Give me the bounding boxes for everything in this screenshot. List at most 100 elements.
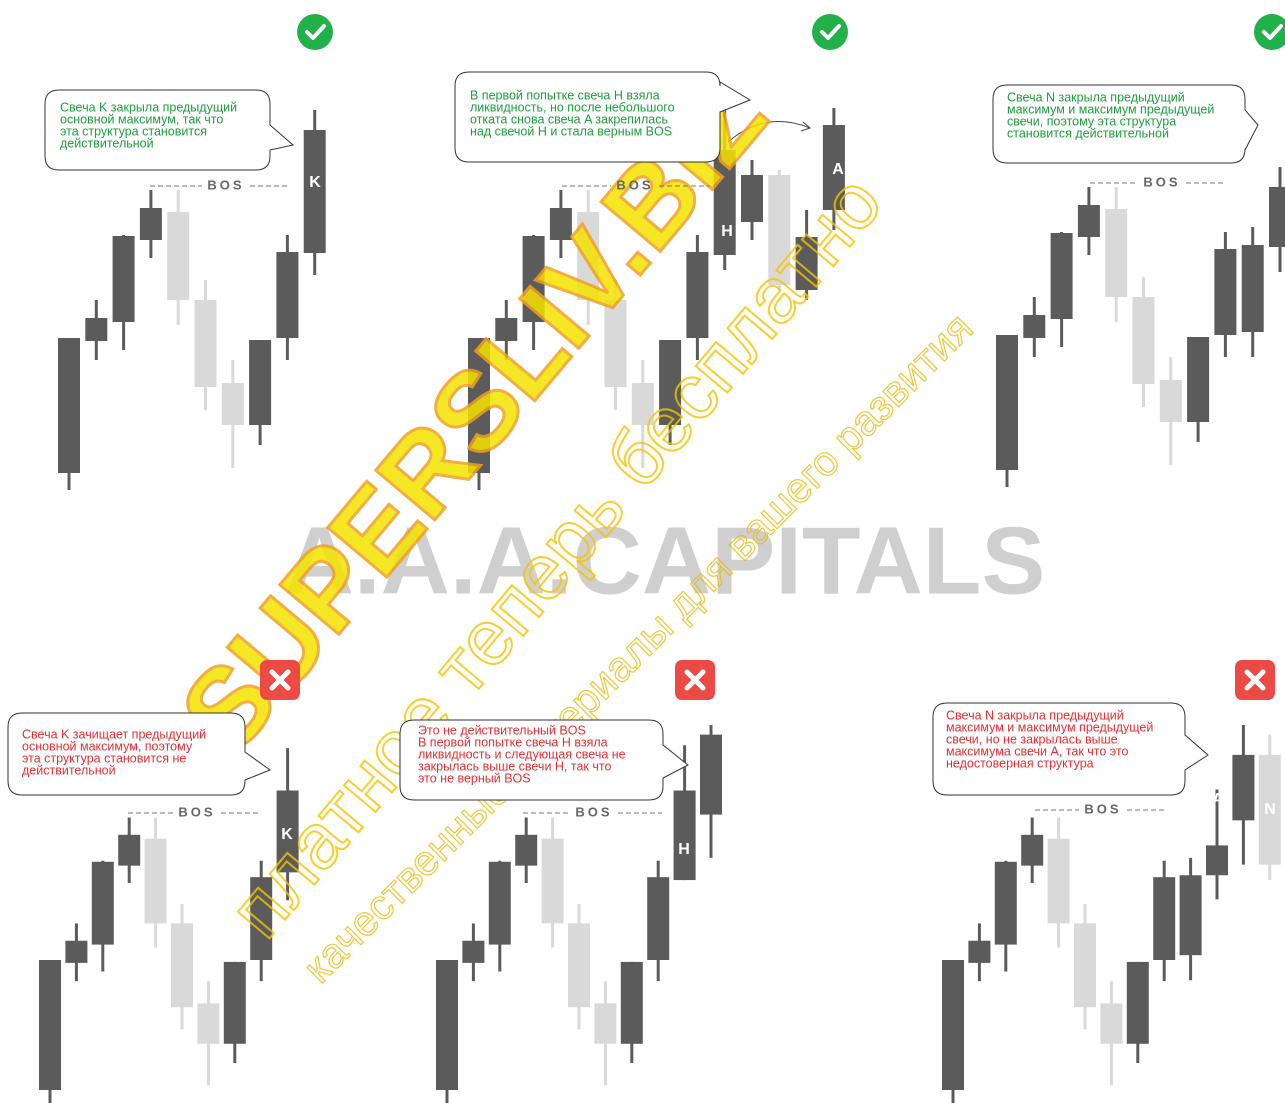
candle-body bbox=[91, 861, 114, 945]
candle-body bbox=[1021, 834, 1044, 866]
candle-body bbox=[968, 940, 991, 963]
candle-body bbox=[522, 236, 545, 322]
bos-label: BOS bbox=[575, 804, 612, 819]
candle-body bbox=[647, 877, 670, 960]
candle-body bbox=[1258, 754, 1281, 865]
candle-body bbox=[515, 834, 538, 866]
candle-body bbox=[1074, 923, 1096, 1008]
candle-label: N bbox=[1264, 801, 1276, 818]
candle-body bbox=[996, 335, 1018, 470]
candle-label: N bbox=[1272, 151, 1284, 168]
callout-box bbox=[992, 84, 1259, 164]
callout-box bbox=[454, 71, 752, 163]
candle-body bbox=[1132, 297, 1155, 384]
candle-body bbox=[568, 923, 590, 1008]
candles bbox=[39, 108, 1285, 1103]
candle-body bbox=[1269, 187, 1285, 247]
candle-body bbox=[139, 208, 162, 240]
callout-text: В первой попытке свеча H взяла bbox=[470, 88, 660, 102]
candle-body bbox=[604, 300, 627, 387]
candle-label: H bbox=[678, 841, 690, 858]
bos-label: BOS bbox=[1143, 174, 1180, 189]
candle-body bbox=[1023, 315, 1046, 338]
candle-body bbox=[1214, 249, 1237, 335]
check-icon bbox=[297, 14, 333, 50]
candle-body bbox=[577, 212, 600, 300]
candle-body bbox=[436, 960, 458, 1091]
candle-body bbox=[1077, 205, 1100, 237]
candle-body bbox=[167, 212, 190, 300]
callout-box bbox=[932, 702, 1209, 796]
watermark-brand: A.A.A.CAPITALS bbox=[285, 507, 1046, 614]
callout-text: действительной bbox=[60, 136, 154, 150]
candle-body bbox=[822, 125, 845, 210]
check-icon bbox=[1254, 14, 1285, 50]
candle-body bbox=[58, 338, 80, 473]
candle-body bbox=[1187, 337, 1210, 422]
callout-box bbox=[44, 89, 295, 171]
callout-box bbox=[7, 712, 272, 796]
candle-body bbox=[1232, 754, 1255, 821]
callout-text: свечи, поэтому эта структура bbox=[1007, 114, 1176, 128]
callout-text: Свеча N закрыла предыдущий bbox=[1007, 90, 1185, 104]
candle-body bbox=[1179, 875, 1202, 956]
candle-body bbox=[659, 340, 682, 425]
candle-body bbox=[620, 961, 643, 1044]
candle-body bbox=[276, 790, 299, 873]
arrow-head bbox=[800, 121, 811, 132]
candle-body bbox=[1100, 1003, 1123, 1044]
callout-text: Свеча K закрыла предыдущий bbox=[60, 100, 237, 114]
callout-text: основной максимум, поэтому bbox=[22, 739, 193, 753]
check-mark bbox=[820, 24, 841, 40]
candle-body bbox=[171, 923, 193, 1008]
check-mark bbox=[1262, 24, 1283, 40]
callout-text: это не верный BOS bbox=[418, 771, 531, 785]
candle-label: H bbox=[721, 223, 733, 240]
candle-body bbox=[686, 252, 709, 338]
bos-label: BOS bbox=[207, 177, 244, 192]
candle-body bbox=[249, 340, 272, 425]
callout-text: В первой попытке свеча H взяла bbox=[418, 735, 608, 749]
candle-body bbox=[713, 150, 736, 255]
callout-text: максимум и максимум предыдущей bbox=[946, 720, 1153, 734]
candle-body bbox=[495, 318, 518, 341]
callout-text: ликвидность, но после небольшого bbox=[470, 100, 675, 114]
callout-text: отката снова свеча A закрепилась bbox=[470, 112, 668, 126]
candle-label: A bbox=[1212, 791, 1224, 808]
callout-text: становится действительной bbox=[1007, 126, 1169, 140]
candle-body bbox=[700, 734, 722, 815]
candle-body bbox=[468, 338, 490, 473]
candle-body bbox=[194, 300, 217, 387]
callout-text: свечи, но не закрылась выше bbox=[946, 732, 1118, 746]
callout-text: максимума свечи A, так что это bbox=[946, 744, 1128, 758]
callout-text: Свеча K зачищает предыдущий bbox=[22, 727, 206, 741]
callout-text: Свеча N закрыла предыдущий bbox=[946, 708, 1124, 722]
candle-body bbox=[197, 1003, 220, 1044]
candle-body bbox=[673, 790, 696, 881]
candle-body bbox=[462, 940, 485, 963]
candle-body bbox=[250, 877, 273, 960]
callout-text: эта структура становится не bbox=[22, 751, 186, 765]
callout-text: максимум и максимум предыдущей bbox=[1007, 102, 1214, 116]
arrow bbox=[727, 121, 811, 143]
callout-text: ликвидность и следующая свеча не bbox=[418, 747, 626, 761]
candle-body bbox=[303, 130, 326, 253]
candle-body bbox=[942, 960, 964, 1091]
candle-body bbox=[541, 838, 564, 924]
candle-body bbox=[1241, 245, 1264, 332]
candle-body bbox=[1159, 380, 1182, 422]
candle-label: A bbox=[832, 161, 844, 178]
candle-body bbox=[39, 960, 61, 1091]
candle-body bbox=[768, 175, 791, 285]
candle-body bbox=[1047, 838, 1070, 924]
candle-body bbox=[144, 838, 167, 924]
candle-body bbox=[65, 940, 88, 963]
bos-label: BOS bbox=[616, 177, 653, 192]
candle-label: K bbox=[309, 174, 321, 191]
callout-text: недостоверная структура bbox=[946, 756, 1094, 770]
bos-label: BOS bbox=[1084, 801, 1121, 816]
candle-body bbox=[118, 834, 141, 866]
